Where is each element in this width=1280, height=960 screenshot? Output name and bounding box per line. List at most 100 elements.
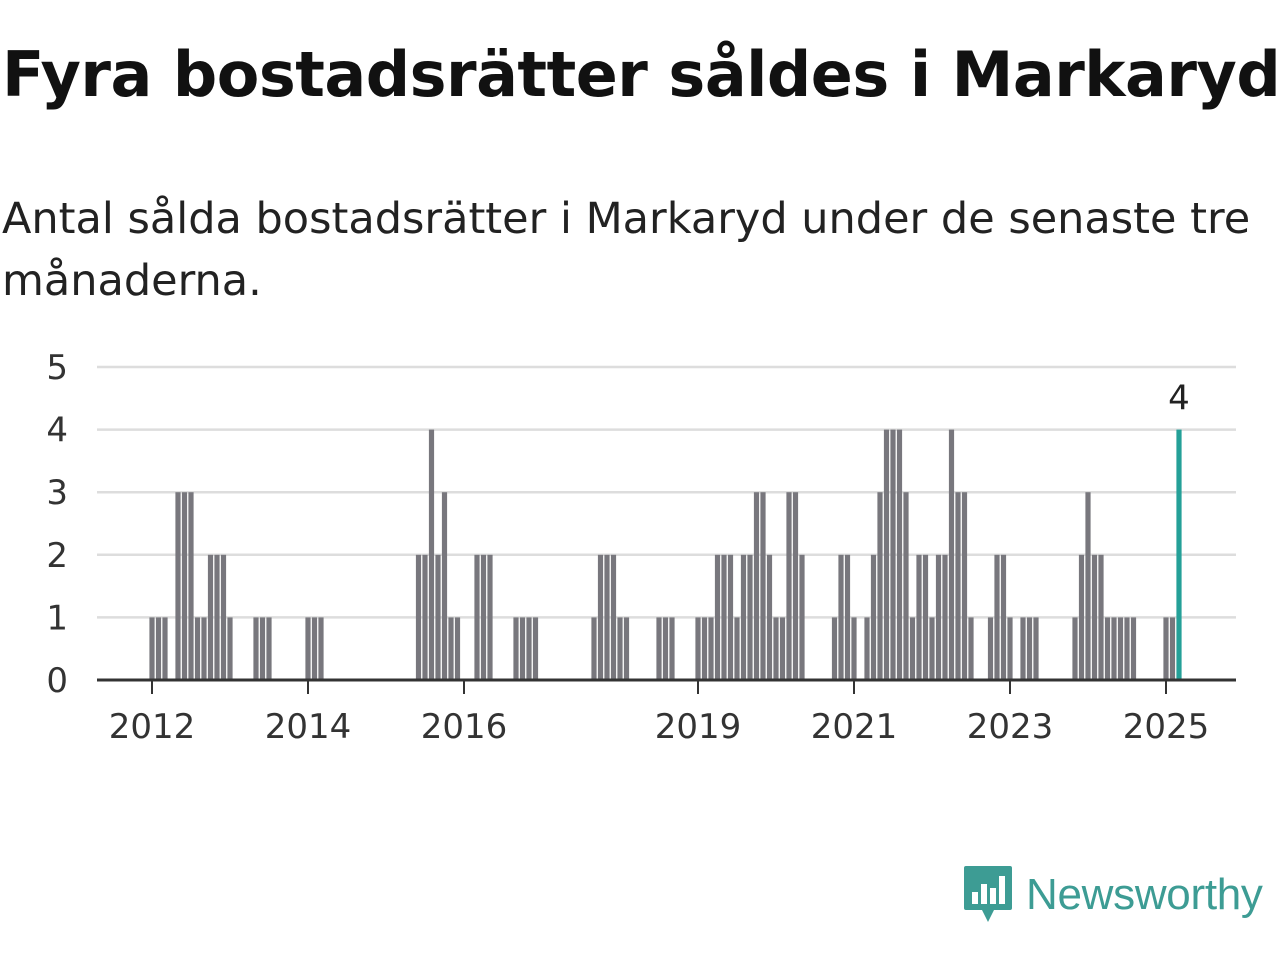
- bar: [922, 554, 929, 680]
- x-tick-label: 2016: [421, 707, 508, 747]
- bar: [513, 617, 519, 680]
- bar: [1020, 617, 1026, 680]
- bar: [942, 554, 948, 680]
- bar: [474, 554, 480, 680]
- bar: [591, 617, 597, 680]
- x-tick-label: 2025: [1123, 707, 1210, 747]
- bar: [318, 617, 324, 680]
- bar: [610, 554, 617, 680]
- bar: [1026, 617, 1033, 680]
- bar: [604, 554, 610, 680]
- bar: [1117, 617, 1124, 680]
- bar: [838, 554, 844, 680]
- bar: [623, 617, 630, 680]
- bar: [929, 617, 935, 680]
- bar: [786, 492, 792, 680]
- bar: [740, 554, 747, 680]
- bar: [532, 617, 539, 680]
- bar: [708, 617, 714, 680]
- bar: [890, 429, 896, 680]
- x-tick-label: 2021: [811, 707, 898, 747]
- bar: [870, 554, 877, 680]
- bar: [701, 617, 708, 680]
- bar: [968, 617, 974, 680]
- bar: [1104, 617, 1111, 680]
- bar: [1111, 617, 1117, 680]
- bar: [422, 554, 428, 680]
- bar: [994, 554, 1000, 680]
- bar: [305, 617, 311, 680]
- bar: [428, 429, 435, 680]
- bar: [760, 492, 766, 680]
- bar: [194, 617, 201, 680]
- bar: [259, 617, 266, 680]
- chart-title: Fyra bostadsrätter såldes i Markaryd: [2, 38, 1280, 111]
- y-tick-label: 3: [46, 473, 68, 513]
- bar: [188, 492, 194, 680]
- bar: [987, 617, 994, 680]
- x-tick-label: 2023: [967, 707, 1054, 747]
- bar: [721, 554, 727, 680]
- bar: [415, 554, 422, 680]
- y-tick-label: 5: [46, 348, 68, 388]
- x-tick-label: 2019: [655, 707, 742, 747]
- bar: [877, 492, 883, 680]
- bar: [766, 554, 773, 680]
- bars: [149, 429, 1182, 680]
- x-tick-label: 2014: [265, 707, 352, 747]
- y-tick-label: 4: [46, 411, 68, 451]
- bar: [266, 617, 272, 680]
- bar: [1098, 554, 1104, 680]
- bar: [1000, 554, 1007, 680]
- bar: [955, 492, 961, 680]
- bar: [844, 554, 851, 680]
- bar: [851, 617, 857, 680]
- bar: [149, 617, 155, 680]
- bar: [311, 617, 318, 680]
- bar: [916, 554, 922, 680]
- bar: [883, 429, 890, 680]
- bar: [220, 554, 227, 680]
- bar: [253, 617, 259, 680]
- bar-chart: 0 1 2 3 4 5 2012 2014 2016 2019 2021 2023 2025 4: [46, 348, 1236, 747]
- bar: [162, 617, 168, 680]
- bar: [181, 492, 188, 680]
- bar: [656, 617, 662, 680]
- bar: [734, 617, 740, 680]
- bar: [214, 554, 220, 680]
- bar: [961, 492, 968, 680]
- bar: [1130, 617, 1137, 680]
- bar: [1085, 492, 1091, 680]
- bar: [909, 617, 916, 680]
- bar: [669, 617, 675, 680]
- bar: [864, 617, 870, 680]
- bar: [1072, 617, 1078, 680]
- bar: [773, 617, 779, 680]
- newsworthy-logo: Newsworthy: [962, 862, 1263, 928]
- bar: [227, 617, 233, 680]
- bar: [747, 554, 753, 680]
- logo-text: Newsworthy: [1026, 870, 1263, 919]
- bar: [1169, 617, 1176, 680]
- bar: [597, 554, 604, 680]
- x-tick-label: 2012: [109, 707, 196, 747]
- bar: [779, 617, 786, 680]
- highlight-value-label: 4: [1168, 379, 1190, 419]
- bar: [448, 617, 454, 680]
- bar: [519, 617, 526, 680]
- bar: [155, 617, 162, 680]
- axes: [97, 678, 1236, 694]
- bar: [903, 492, 909, 680]
- bar: [1091, 554, 1098, 680]
- bar: [753, 492, 760, 680]
- bar: [480, 554, 487, 680]
- bar: [454, 617, 461, 680]
- bar: [935, 554, 942, 680]
- bar: [1007, 617, 1013, 680]
- bar: [695, 617, 701, 680]
- y-tick-label: 2: [46, 536, 68, 576]
- bar: [896, 429, 903, 680]
- gridlines: [97, 365, 1236, 619]
- bar: [487, 554, 493, 680]
- bar: [1078, 554, 1085, 680]
